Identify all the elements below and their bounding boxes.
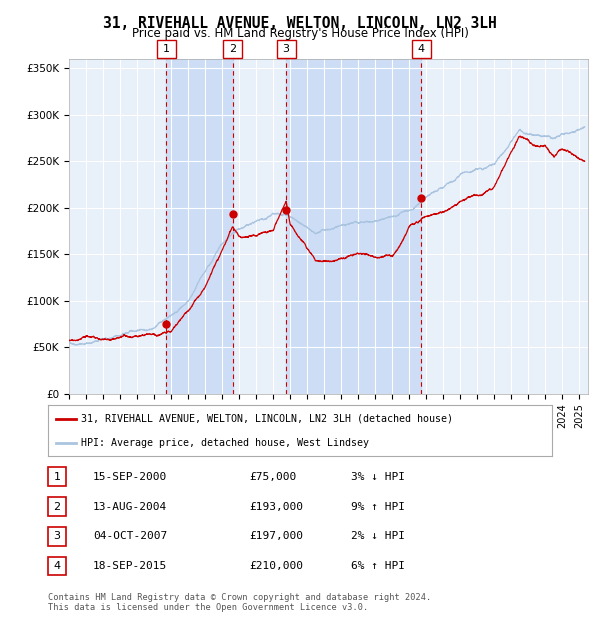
- Text: £197,000: £197,000: [249, 531, 303, 541]
- Text: Price paid vs. HM Land Registry's House Price Index (HPI): Price paid vs. HM Land Registry's House …: [131, 27, 469, 40]
- Text: 18-SEP-2015: 18-SEP-2015: [93, 561, 167, 571]
- Text: 1: 1: [163, 44, 170, 54]
- Text: 3% ↓ HPI: 3% ↓ HPI: [351, 472, 405, 482]
- Text: 2: 2: [53, 502, 61, 512]
- Text: 9% ↑ HPI: 9% ↑ HPI: [351, 502, 405, 512]
- Text: £210,000: £210,000: [249, 561, 303, 571]
- Text: 31, RIVEHALL AVENUE, WELTON, LINCOLN, LN2 3LH: 31, RIVEHALL AVENUE, WELTON, LINCOLN, LN…: [103, 16, 497, 30]
- Text: 15-SEP-2000: 15-SEP-2000: [93, 472, 167, 482]
- Text: 4: 4: [53, 561, 61, 571]
- Text: 31, RIVEHALL AVENUE, WELTON, LINCOLN, LN2 3LH (detached house): 31, RIVEHALL AVENUE, WELTON, LINCOLN, LN…: [81, 414, 453, 423]
- Text: 3: 3: [53, 531, 61, 541]
- Text: £75,000: £75,000: [249, 472, 296, 482]
- Text: 2: 2: [229, 44, 236, 54]
- Bar: [286, 59, 421, 394]
- Text: 13-AUG-2004: 13-AUG-2004: [93, 502, 167, 512]
- Text: 3: 3: [283, 44, 290, 54]
- Text: 4: 4: [418, 44, 425, 54]
- Text: £193,000: £193,000: [249, 502, 303, 512]
- Text: 6% ↑ HPI: 6% ↑ HPI: [351, 561, 405, 571]
- Text: HPI: Average price, detached house, West Lindsey: HPI: Average price, detached house, West…: [81, 438, 369, 448]
- Text: Contains HM Land Registry data © Crown copyright and database right 2024.
This d: Contains HM Land Registry data © Crown c…: [48, 593, 431, 612]
- Text: 1: 1: [53, 472, 61, 482]
- Bar: [166, 59, 233, 394]
- Text: 04-OCT-2007: 04-OCT-2007: [93, 531, 167, 541]
- Text: 2% ↓ HPI: 2% ↓ HPI: [351, 531, 405, 541]
